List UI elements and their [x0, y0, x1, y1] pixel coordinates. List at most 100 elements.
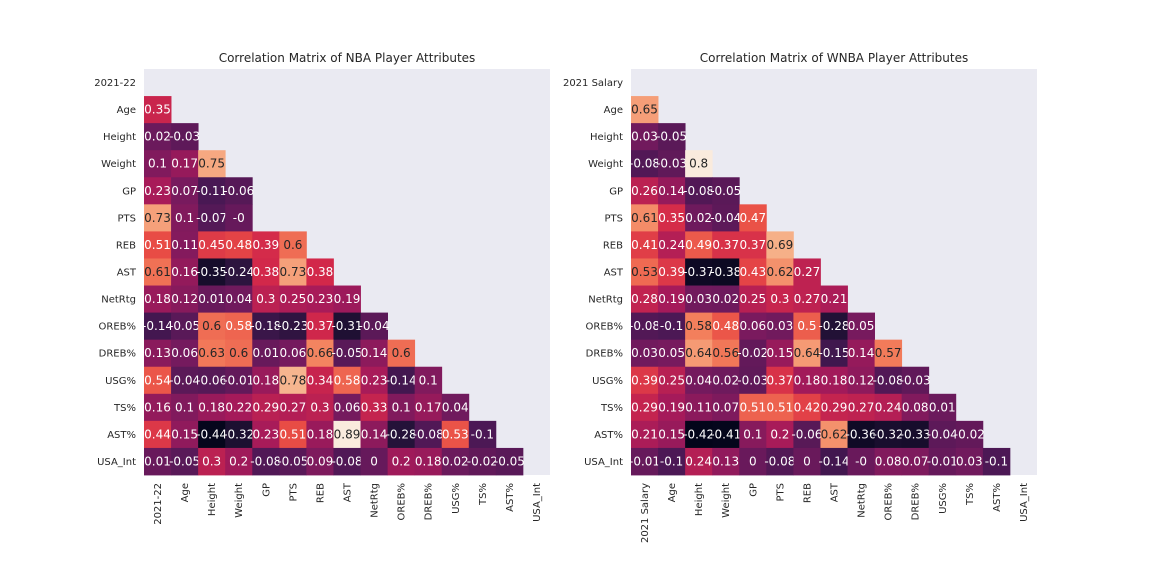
wnba-x-tick-usa-int: USA_Int	[1019, 483, 1030, 522]
nba-cell-ast-age	[171, 258, 199, 286]
nba-cell-reb-height	[198, 231, 226, 259]
nba-cell-value-usa-int-weight: 0.2	[229, 454, 248, 468]
nba-x-tick-labels: 2021-22 Age Height Weight GP PTS REB AST NetRtg O…	[153, 482, 543, 525]
nba-cell-value-netrtg-height: 0.01	[198, 292, 225, 306]
nba-cell-value-usa-int-ast: -0.08	[331, 454, 362, 468]
wnba-cell-value-ast-usg: -0.04	[927, 427, 958, 441]
nba-cell-ast-dreb	[414, 420, 443, 449]
wnba-y-tick-labels: 2021 Salary Age Height Weight GP PTS REB AST Net…	[563, 78, 624, 468]
nba-cell-value-weight-2021-22: 0.1	[148, 157, 167, 171]
nba-cell-netrtg-weight	[225, 285, 253, 313]
wnba-cell-value-ast-pts: 0.2	[770, 427, 789, 441]
nba-cell-value-reb-gp: 0.39	[252, 238, 279, 252]
wnba-cell-ts-age	[658, 393, 686, 422]
wnba-cell-value-ast-height: -0.37	[683, 265, 714, 279]
nba-cell-usa-int-age	[171, 447, 199, 476]
wnba-cell-oreb-age	[658, 312, 686, 341]
nba-cell-ts-reb	[306, 393, 334, 422]
wnba-cell-value-weight-2021-salary: -0.08	[629, 157, 660, 171]
wnba-cell-value-dreb-reb: 0.64	[794, 346, 821, 360]
wnba-cell-usg-age	[658, 366, 686, 395]
wnba-cell-value-ast-age: 0.39	[658, 265, 685, 279]
wnba-cell-usg-weight	[712, 366, 740, 395]
wnba-cell-value-weight-height: 0.8	[689, 157, 708, 171]
nba-cell-value-ast-gp: 0.23	[252, 427, 279, 441]
wnba-cell-oreb-pts	[766, 312, 794, 341]
nba-y-tick-pts: PTS	[118, 213, 137, 224]
nba-cell-value-dreb-reb: 0.66	[307, 346, 334, 360]
nba-cell-gp-weight	[225, 177, 253, 205]
wnba-cell-value-ast-ast: 0.62	[821, 427, 848, 441]
nba-x-tick-usg: USG%	[451, 483, 462, 514]
nba-cell-ast-pts	[279, 258, 307, 286]
nba-cell-ast-oreb	[387, 420, 416, 449]
wnba-cell-value-ast-height: -0.42	[683, 427, 714, 441]
nba-cell-oreb-ast	[333, 312, 361, 341]
wnba-cell-gp-height	[685, 177, 713, 205]
nba-cell-value-usg-height: -0.06	[196, 373, 227, 387]
nba-cell-height-age	[171, 123, 199, 151]
wnba-cell-value-ts-usg: 0.01	[929, 400, 956, 414]
nba-cell-value-gp-weight: -0.06	[223, 184, 254, 198]
nba-cell-value-ast-usg: 0.53	[442, 427, 469, 441]
nba-cell-value-weight-age: 0.17	[171, 157, 198, 171]
nba-cell-dreb-oreb	[387, 339, 416, 368]
wnba-cell-dreb-2021-salary	[631, 339, 659, 368]
wnba-y-tick-netrtg: NetRtg	[588, 295, 623, 306]
wnba-cell-usg-pts	[766, 366, 794, 395]
wnba-cell-value-dreb-netrtg: 0.14	[848, 346, 875, 360]
wnba-cell-value-usg-gp: -0.03	[737, 373, 768, 387]
nba-x-tick-ts: TS%	[478, 483, 489, 506]
wnba-cell-usa-int-height	[685, 447, 713, 476]
wnba-cell-value-pts-2021-salary: 0.61	[631, 211, 658, 225]
nba-cell-value-usg-ast: 0.58	[334, 373, 361, 387]
nba-cell-value-oreb-age: -0.05	[169, 319, 200, 333]
wnba-cell-height-2021-salary	[631, 123, 659, 151]
nba-x-tick-gp: GP	[261, 483, 272, 497]
nba-cell-ast-netrtg	[360, 420, 388, 449]
nba-cell-value-height-age: -0.03	[169, 130, 200, 144]
nba-y-tick-ts: TS%	[113, 403, 136, 414]
wnba-x-tick-labels: 2021 Salary Age Height Weight GP PTS REB AST Net…	[640, 482, 1030, 543]
nba-cell-gp-2021-22	[144, 177, 172, 205]
wnba-cell-reb-2021-salary	[631, 231, 659, 259]
wnba-cell-ast-ts	[955, 420, 984, 449]
nba-cell-usg-ast	[333, 366, 361, 395]
wnba-cell-netrtg-2021-salary	[631, 285, 659, 313]
wnba-x-tick-height: Height	[694, 483, 705, 516]
wnba-x-tick-age: Age	[667, 483, 678, 502]
nba-cell-usg-age	[171, 366, 199, 395]
wnba-cell-value-ts-age: 0.19	[658, 400, 685, 414]
nba-cell-value-dreb-height: 0.63	[198, 346, 225, 360]
nba-cell-value-ast-age: 0.16	[171, 265, 198, 279]
wnba-cell-ts-oreb	[874, 393, 903, 422]
nba-cell-value-ast-height: -0.35	[196, 265, 227, 279]
wnba-y-tick-ast: AST%	[594, 430, 623, 441]
nba-cell-value-ast-gp: 0.38	[252, 265, 279, 279]
wnba-y-tick-gp: GP	[609, 186, 623, 197]
wnba-cell-usg-dreb	[901, 366, 930, 395]
wnba-y-tick-oreb: OREB%	[586, 322, 624, 333]
nba-cell-ast-age	[171, 420, 199, 449]
nba-cell-value-ts-gp: 0.29	[252, 400, 279, 414]
wnba-y-tick-ast: AST	[604, 268, 624, 279]
nba-x-tick-usa-int: USA_Int	[532, 483, 543, 522]
wnba-cell-ast-age	[658, 258, 686, 286]
wnba-cell-ts-dreb	[901, 393, 930, 422]
wnba-cell-gp-weight	[712, 177, 740, 205]
wnba-y-tick-pts: PTS	[605, 213, 624, 224]
nba-cell-value-dreb-gp: 0.01	[252, 346, 279, 360]
wnba-cell-value-usg-reb: 0.18	[794, 373, 821, 387]
nba-cell-value-netrtg-weight: 0.04	[225, 292, 252, 306]
nba-cell-value-oreb-weight: 0.58	[225, 319, 252, 333]
wnba-cell-value-reb-gp: 0.37	[739, 238, 766, 252]
nba-cell-value-usa-int-pts: -0.05	[277, 454, 308, 468]
wnba-cell-age-2021-salary	[631, 96, 659, 124]
nba-cell-value-reb-weight: 0.48	[225, 238, 252, 252]
wnba-cell-usg-netrtg	[847, 366, 875, 395]
wnba-cell-value-oreb-netrtg: 0.05	[848, 319, 875, 333]
wnba-cell-netrtg-gp	[739, 285, 767, 313]
wnba-x-tick-oreb: OREB%	[884, 483, 895, 521]
nba-cell-ts-age	[171, 393, 199, 422]
